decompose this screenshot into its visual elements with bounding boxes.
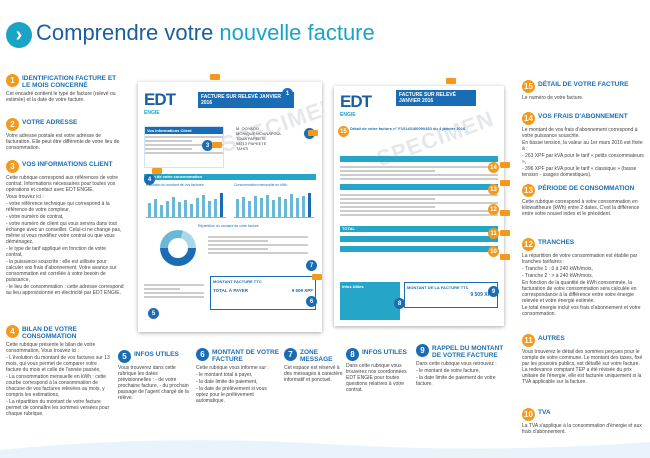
callout-5: 5 INFOS UTILES Vous trouverez dans cette … xyxy=(118,350,189,401)
callout-6: 6 MONTANT DE VOTRE FACTURE Cette rubrique… xyxy=(196,348,280,404)
callout-8: 8 INFOS UTILES Dans cette rubrique vous t… xyxy=(346,348,407,393)
callout-14: 14 VOS FRAIS D'ABONNEMENT Le montant de v… xyxy=(522,112,644,178)
repartition-pie xyxy=(160,230,196,266)
bill-right: SPECIMEN EDT ENGIE FACTURE SUR RELEVÉ JA… xyxy=(334,86,504,326)
decorative-wave xyxy=(0,440,650,458)
edt-logo: EDT xyxy=(144,90,176,109)
callout-3: 3 VOS INFORMATIONS CLIENT Cette rubrique … xyxy=(6,160,124,296)
callout-10: 10 TVA La TVA s'applique à la consommatio… xyxy=(522,408,642,435)
callout-12: 12 TRANCHES La répartition de votre conso… xyxy=(522,238,641,317)
callout-1: 1 IDENTIFICATION FACTURE ET LE MOIS CONCE… xyxy=(6,74,117,103)
consumption-chart xyxy=(234,190,314,218)
callout-13: 13 PÉRIODE DE CONSOMMATION Cette rubrique… xyxy=(522,184,640,217)
callout-9: 9 RAPPEL DU MONTANT DE VOTRE FACTURE Dans… xyxy=(416,344,504,387)
callout-15: 15 DÉTAIL DE VOTRE FACTURE Le numéro de v… xyxy=(522,80,629,101)
evolution-chart xyxy=(146,190,226,218)
callout-7: 7 ZONE MESSAGE Cet espace est réservé à d… xyxy=(284,348,343,383)
callout-2: 2 VOTRE ADRESSE Votre adresse postale est… xyxy=(6,118,120,151)
callout-4: 4 BILAN DE VOTRE CONSOMMATION Cette rubri… xyxy=(6,325,110,417)
bill-left: SPECIMEN EDT ENGIE FACTURE SUR RELEVÉ JA… xyxy=(138,82,322,332)
info-icon: › xyxy=(6,22,32,48)
callout-11: 11 AUTRES Vous trouverez le détail des so… xyxy=(522,334,643,385)
page-title: Comprendre votre nouvelle facture xyxy=(36,20,375,45)
